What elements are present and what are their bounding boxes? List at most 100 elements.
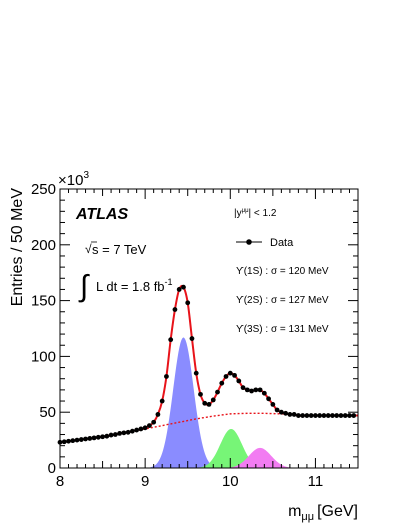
background-fit-curve — [59, 412, 358, 444]
data-point — [296, 413, 301, 418]
y-tick-label: 50 — [39, 404, 56, 421]
data-point — [287, 412, 293, 417]
data-point — [253, 387, 259, 393]
experiment-label: ATLAS — [75, 206, 128, 223]
data-point — [232, 372, 237, 378]
plot-frame — [59, 188, 359, 469]
y-axis-ticks: 0 50 100 150 200 250 — [31, 181, 358, 477]
data-point — [334, 413, 340, 418]
rapidity-cut-label: |yμμ| < 1.2 — [234, 208, 277, 219]
data-point — [129, 428, 135, 434]
data-point — [249, 388, 254, 394]
luminosity-label: L dt = 1.8 fb-1 — [96, 277, 173, 294]
data-point — [108, 432, 114, 438]
data-point — [244, 387, 250, 393]
data-point — [236, 378, 242, 384]
data-point — [342, 413, 348, 418]
data-point — [266, 396, 271, 402]
y-tick-label: 150 — [31, 293, 56, 310]
data-point — [151, 419, 157, 425]
data-point — [270, 401, 276, 407]
data-point — [83, 436, 88, 442]
energy-label: s = 7 TeV — [92, 242, 147, 257]
data-point — [219, 380, 225, 386]
data-point — [261, 390, 267, 396]
legend-data-label: Data — [270, 237, 294, 249]
data-point — [317, 413, 323, 418]
data-point — [142, 425, 148, 431]
data-point — [104, 433, 110, 439]
upsilon-3s-fill — [215, 447, 305, 468]
data-point — [134, 427, 140, 433]
data-point — [325, 413, 331, 418]
data-point — [91, 435, 97, 441]
data-point — [321, 413, 327, 418]
legend-entry-3s: ϒ(3S) : σ = 131 MeV — [236, 324, 329, 335]
data-points — [57, 284, 357, 445]
data-point — [172, 307, 178, 312]
upsilon-1s-fill — [142, 337, 225, 468]
data-point — [193, 370, 199, 376]
data-point — [206, 401, 212, 407]
data-point — [274, 407, 280, 413]
total-fit-curve — [59, 284, 358, 444]
data-point — [227, 370, 233, 376]
data-point — [181, 284, 186, 290]
legend-entry-1s: ϒ(1S) : σ = 120 MeV — [236, 266, 329, 277]
data-point — [121, 430, 127, 436]
upsilon-2s-fill — [187, 428, 275, 468]
data-point — [117, 431, 122, 436]
data-point — [278, 409, 284, 415]
x-axis-label: mμμ [GeV] — [288, 503, 358, 523]
data-point — [347, 413, 352, 418]
data-point — [87, 436, 93, 441]
data-point — [291, 412, 297, 417]
data-point — [215, 389, 220, 395]
data-point — [223, 374, 229, 379]
signal-fills — [142, 337, 305, 468]
data-point — [198, 391, 203, 397]
data-point — [313, 413, 318, 418]
data-point — [155, 412, 161, 417]
data-point — [202, 400, 208, 406]
data-point — [112, 432, 118, 437]
x-tick-label: 8 — [56, 473, 64, 490]
legend-entry-2s: ϒ(2S) : σ = 127 MeV — [236, 295, 329, 306]
data-point — [66, 438, 71, 444]
data-point — [189, 336, 195, 341]
y-multiplier: ×103 — [58, 170, 89, 189]
data-point — [300, 413, 306, 418]
data-point — [257, 387, 263, 393]
x-axis-ticks: 8 9 10 11 — [56, 189, 359, 490]
data-point — [61, 439, 67, 445]
legend-data-marker — [246, 239, 252, 245]
data-point — [240, 385, 246, 391]
data-point — [164, 374, 169, 379]
data-point — [70, 438, 76, 444]
legend: Data ϒ(1S) : σ = 120 MeV ϒ(2S) : σ = 127… — [236, 237, 329, 335]
data-point — [210, 397, 216, 403]
data-point — [100, 434, 105, 440]
data-point — [308, 413, 314, 418]
x-tick-label: 10 — [222, 473, 239, 490]
y-tick-label: 200 — [31, 237, 56, 254]
data-point — [351, 413, 357, 418]
y-tick-label: 0 — [48, 460, 56, 477]
data-point — [330, 413, 335, 418]
data-point — [338, 413, 344, 418]
y-axis-label: Entries / 50 MeV — [9, 188, 26, 307]
data-point — [185, 300, 191, 306]
y-tick-label: 100 — [31, 348, 56, 365]
data-point — [74, 437, 80, 443]
data-point — [138, 426, 144, 432]
x-tick-label: 11 — [308, 473, 324, 490]
data-point — [304, 413, 310, 418]
energy-sqrt-sign: √ — [85, 242, 92, 256]
x-tick-label: 9 — [141, 473, 149, 490]
data-point — [95, 434, 101, 440]
data-point — [176, 287, 182, 292]
data-point — [147, 423, 152, 428]
data-point — [78, 437, 84, 442]
integral-sign: ∫ — [78, 270, 90, 303]
